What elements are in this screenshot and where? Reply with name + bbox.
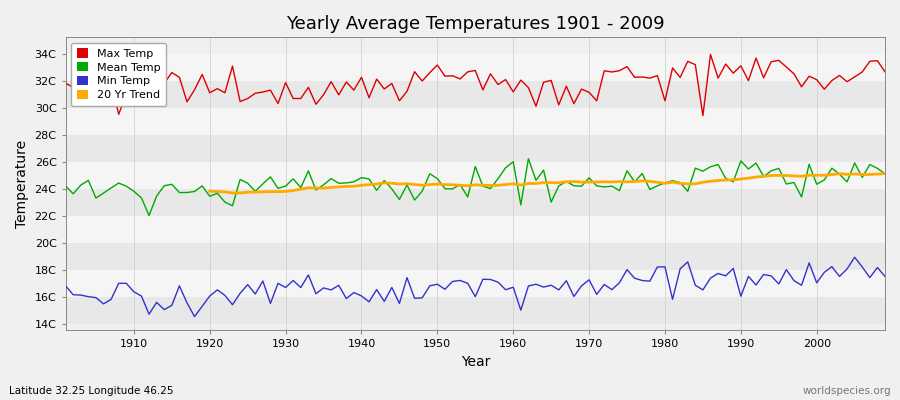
Legend: Max Temp, Mean Temp, Min Temp, 20 Yr Trend: Max Temp, Mean Temp, Min Temp, 20 Yr Tre…: [71, 43, 166, 106]
Title: Yearly Average Temperatures 1901 - 2009: Yearly Average Temperatures 1901 - 2009: [286, 15, 664, 33]
Bar: [66, 216, 885, 243]
Text: worldspecies.org: worldspecies.org: [803, 386, 891, 396]
Y-axis label: Temperature: Temperature: [15, 140, 29, 228]
Bar: [66, 243, 885, 270]
Text: Latitude 32.25 Longitude 46.25: Latitude 32.25 Longitude 46.25: [9, 386, 174, 396]
X-axis label: Year: Year: [461, 355, 490, 369]
Bar: [66, 270, 885, 297]
Bar: [66, 108, 885, 134]
Bar: [66, 297, 885, 324]
Bar: [66, 80, 885, 108]
Bar: [66, 134, 885, 162]
Bar: [66, 162, 885, 189]
Bar: [66, 54, 885, 80]
Bar: [66, 189, 885, 216]
